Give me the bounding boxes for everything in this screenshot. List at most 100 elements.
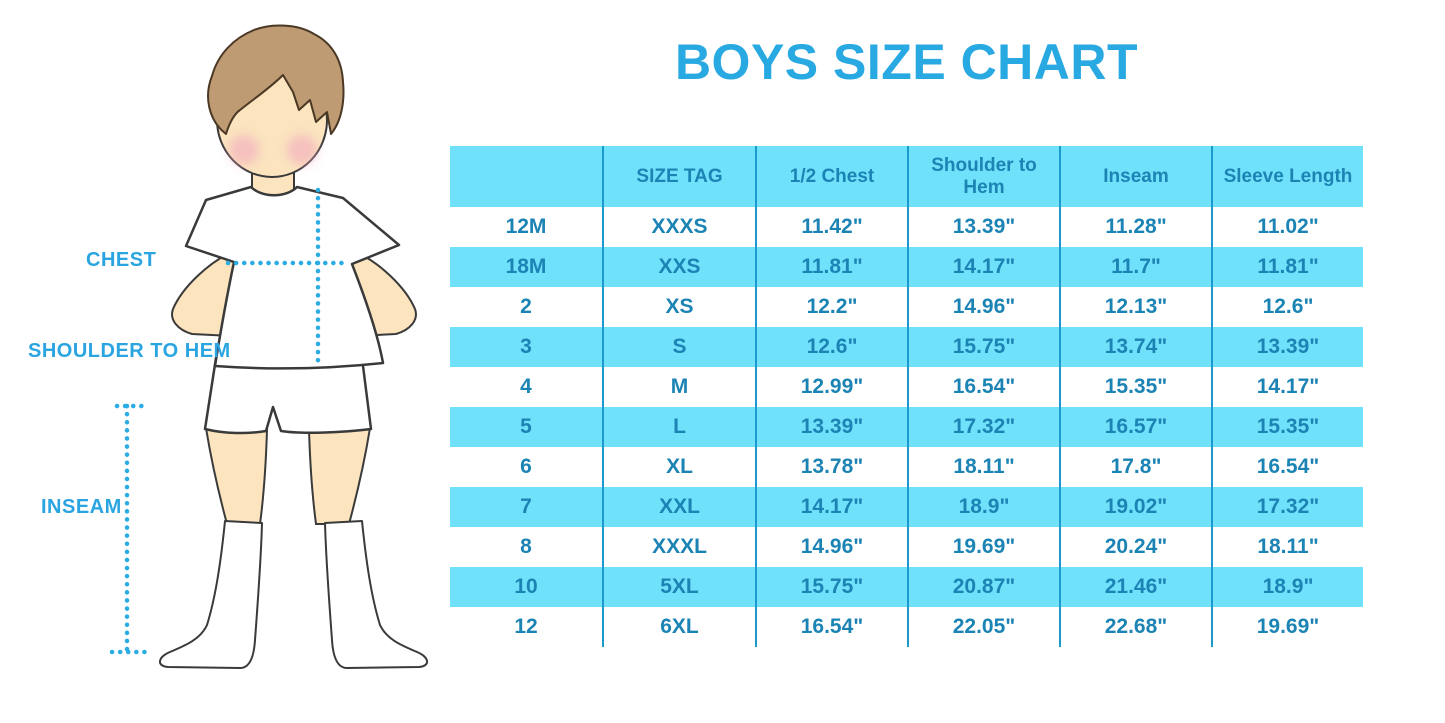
- table-cell: 13.78": [755, 447, 907, 487]
- table-row: 6 XL 13.78" 18.11" 17.8" 16.54": [450, 447, 1363, 487]
- table-cell: 12.2": [755, 287, 907, 327]
- table-cell: 6XL: [602, 607, 755, 647]
- column-header-sleeve-length: Sleeve Length: [1211, 146, 1363, 207]
- table-cell: 13.39": [755, 407, 907, 447]
- table-cell: 11.42": [755, 207, 907, 247]
- table-cell: 18.9": [1211, 567, 1363, 607]
- table-cell: 21.46": [1059, 567, 1211, 607]
- table-cell: 17.32": [907, 407, 1059, 447]
- table-cell: 16.54": [907, 367, 1059, 407]
- shoulder-to-hem-label: SHOULDER TO HEM: [28, 340, 231, 362]
- table-row: 10 5XL 15.75" 20.87" 21.46" 18.9": [450, 567, 1363, 607]
- table-row: 8 XXXL 14.96" 19.69" 20.24" 18.11": [450, 527, 1363, 567]
- table-row: 2 XS 12.2" 14.96" 12.13" 12.6": [450, 287, 1363, 327]
- table-cell: 18.11": [1211, 527, 1363, 567]
- table-cell: 22.05": [907, 607, 1059, 647]
- boy-sock-right: [324, 520, 428, 669]
- table-cell: 15.75": [755, 567, 907, 607]
- table-cell: 10: [514, 575, 538, 598]
- table-cell: 16.57": [1059, 407, 1211, 447]
- table-cell: 2: [520, 295, 532, 318]
- table-cell: 12.6": [755, 327, 907, 367]
- table-cell: 11.7": [1059, 247, 1211, 287]
- size-table-header-row: SIZE TAG 1/2 Chest Shoulder to Hem Insea…: [450, 146, 1363, 207]
- table-cell: XXS: [602, 247, 755, 287]
- page-title: BOYS SIZE CHART: [674, 34, 1139, 90]
- table-cell: 18.9": [907, 487, 1059, 527]
- table-cell: 14.17": [1211, 367, 1363, 407]
- column-header-size: [450, 146, 602, 207]
- size-table-body: 12M XXXS 11.42" 13.39" 11.28" 11.02" 18M…: [450, 207, 1363, 647]
- table-cell: XL: [602, 447, 755, 487]
- table-row: 12 6XL 16.54" 22.05" 22.68" 19.69": [450, 607, 1363, 647]
- table-cell: 5: [520, 415, 532, 438]
- table-cell: 11.02": [1211, 207, 1363, 247]
- table-cell: 15.35": [1211, 407, 1363, 447]
- boy-measurement-diagram: CHEST SHOULDER TO HEM INSEAM: [0, 0, 450, 723]
- table-cell: 4: [520, 375, 532, 398]
- table-cell: 11.81": [755, 247, 907, 287]
- table-cell: 16.54": [1211, 447, 1363, 487]
- inseam-label: INSEAM: [41, 496, 122, 518]
- boy-shirt: [184, 185, 401, 370]
- table-cell: 17.8": [1059, 447, 1211, 487]
- chest-label: CHEST: [86, 249, 157, 271]
- table-cell: 15.75": [907, 327, 1059, 367]
- column-header-half-chest: 1/2 Chest: [755, 146, 907, 207]
- table-row: 12M XXXS 11.42" 13.39" 11.28" 11.02": [450, 207, 1363, 247]
- table-cell: 11.28": [1059, 207, 1211, 247]
- table-cell: XXXL: [602, 527, 755, 567]
- table-cell: 8: [520, 535, 532, 558]
- table-cell: S: [602, 327, 755, 367]
- table-cell: 7: [520, 495, 532, 518]
- boy-hair: [207, 24, 345, 135]
- table-cell: 5XL: [602, 567, 755, 607]
- column-header-inseam: Inseam: [1059, 146, 1211, 207]
- table-cell: 19.69": [1211, 607, 1363, 647]
- table-cell: XXXS: [602, 207, 755, 247]
- table-row: 18M XXS 11.81" 14.17" 11.7" 11.81": [450, 247, 1363, 287]
- table-cell: 14.96": [907, 287, 1059, 327]
- table-cell: 13.39": [907, 207, 1059, 247]
- table-cell: 22.68": [1059, 607, 1211, 647]
- boy-shorts: [203, 356, 373, 435]
- table-cell: 13.39": [1211, 327, 1363, 367]
- table-cell: XS: [602, 287, 755, 327]
- table-cell: M: [602, 367, 755, 407]
- table-cell: 12M: [505, 215, 547, 238]
- boy-illustration: [109, 24, 428, 669]
- table-cell: 12: [514, 615, 538, 638]
- table-row: 7 XXL 14.17" 18.9" 19.02" 17.32": [450, 487, 1363, 527]
- table-cell: 19.69": [907, 527, 1059, 567]
- size-table: SIZE TAG 1/2 Chest Shoulder to Hem Insea…: [450, 146, 1363, 647]
- table-cell: 11.81": [1211, 247, 1363, 287]
- table-cell: 14.17": [907, 247, 1059, 287]
- boy-leg-right: [307, 426, 372, 525]
- table-cell: 18M: [505, 255, 547, 278]
- table-cell: XXL: [602, 487, 755, 527]
- table-cell: 18.11": [907, 447, 1059, 487]
- table-cell: 15.35": [1059, 367, 1211, 407]
- boy-sock-left: [159, 520, 263, 669]
- table-cell: L: [602, 407, 755, 447]
- table-row: 4 M 12.99" 16.54" 15.35" 14.17": [450, 367, 1363, 407]
- cheek-left: [229, 135, 259, 165]
- table-cell: 12.99": [755, 367, 907, 407]
- table-cell: 19.02": [1059, 487, 1211, 527]
- table-cell: 12.13": [1059, 287, 1211, 327]
- table-cell: 6: [520, 455, 532, 478]
- table-cell: 20.24": [1059, 527, 1211, 567]
- table-cell: 16.54": [755, 607, 907, 647]
- table-row: 3 S 12.6" 15.75" 13.74" 13.39": [450, 327, 1363, 367]
- table-cell: 17.32": [1211, 487, 1363, 527]
- cheek-right: [287, 135, 317, 165]
- table-cell: 20.87": [907, 567, 1059, 607]
- column-header-size-tag: SIZE TAG: [602, 146, 755, 207]
- table-cell: 12.6": [1211, 287, 1363, 327]
- table-cell: 3: [520, 335, 532, 358]
- table-cell: 13.74": [1059, 327, 1211, 367]
- table-cell: 14.96": [755, 527, 907, 567]
- table-cell: 14.17": [755, 487, 907, 527]
- column-header-shoulder-to-hem: Shoulder to Hem: [907, 146, 1059, 207]
